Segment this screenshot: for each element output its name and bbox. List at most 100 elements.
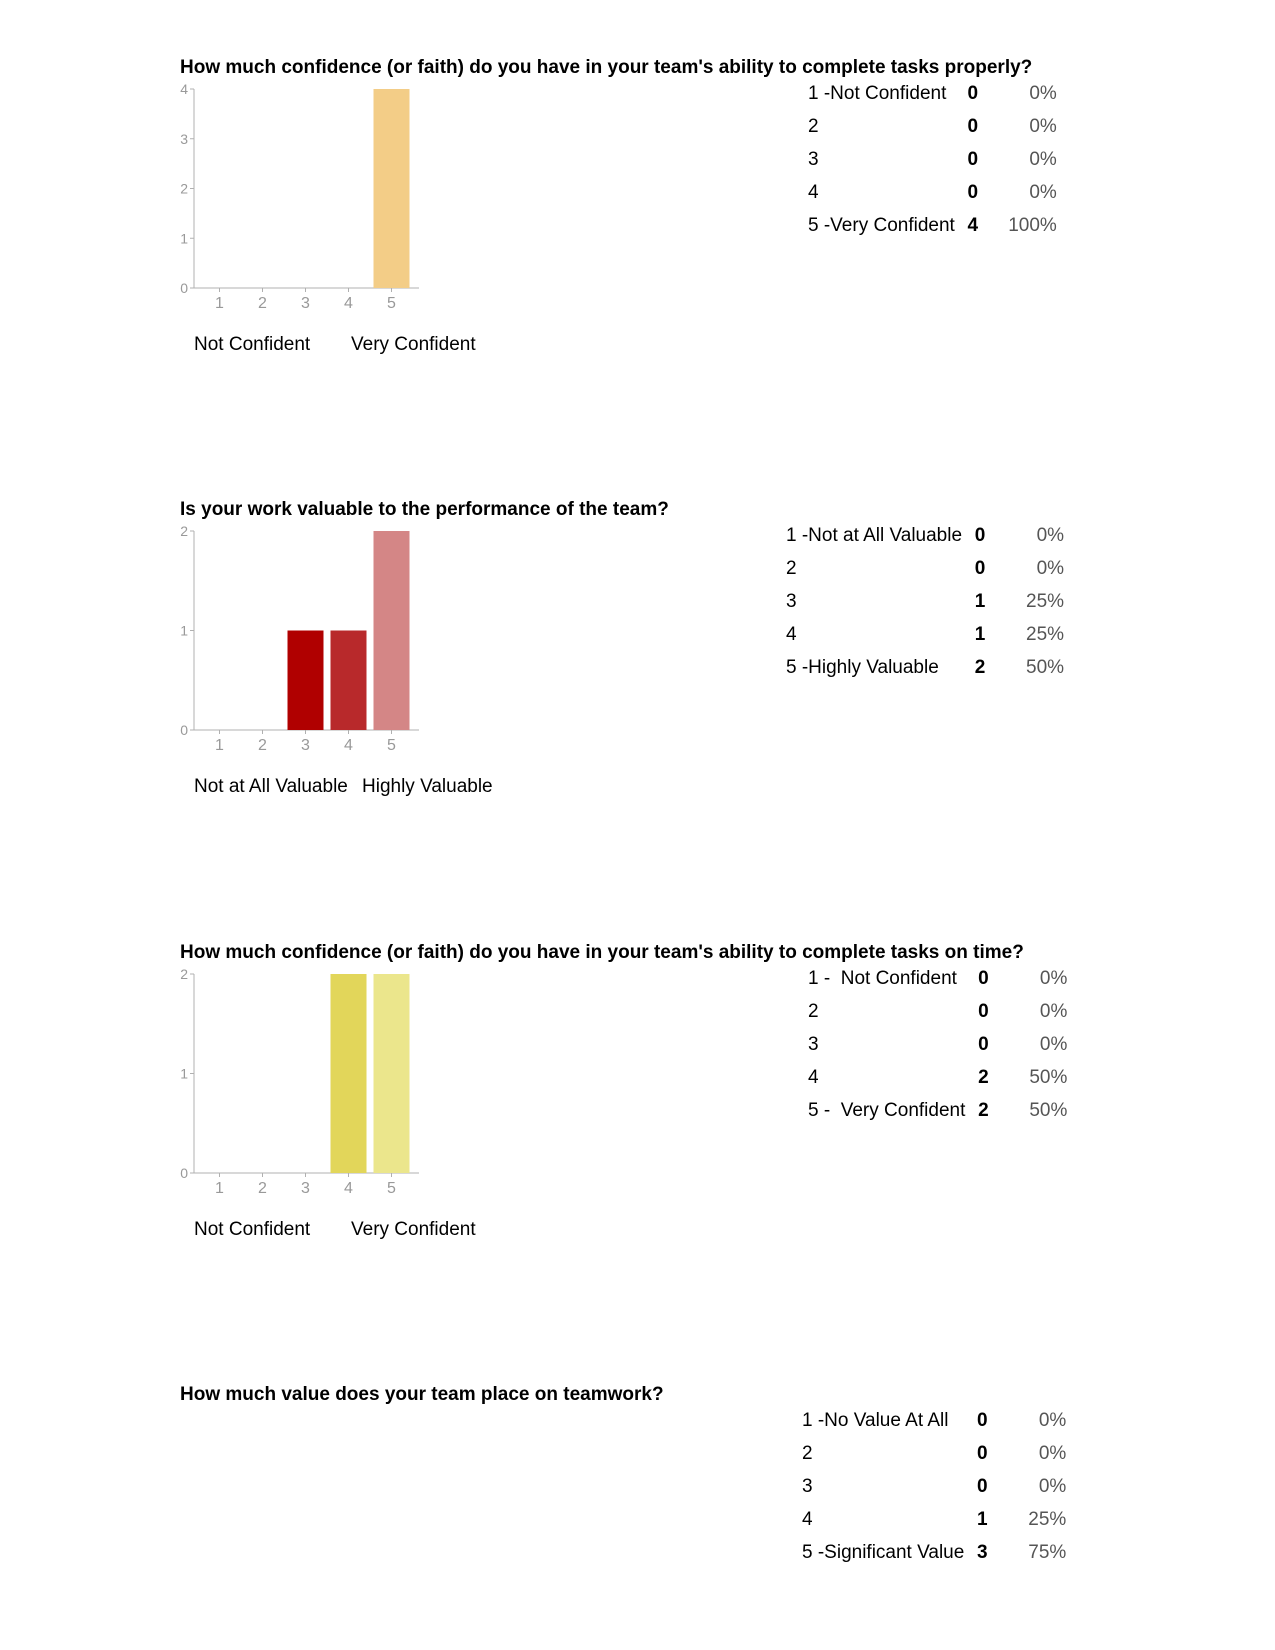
table-row: 2 0 0% xyxy=(808,995,1067,1028)
scale-high-label: Highly Valuable xyxy=(362,776,493,797)
response-label: 5 -Significant Value xyxy=(802,1541,965,1563)
x-tick-label: 5 xyxy=(387,737,396,754)
x-tick-label: 5 xyxy=(387,295,396,312)
bar-chart: 0 1 2 3 4 1 2 3 4 5 xyxy=(180,83,419,312)
response-percent: 0% xyxy=(1036,524,1065,546)
response-percent: 0% xyxy=(1029,148,1057,170)
table-row: 1 -Not at All Valuable 0 0% xyxy=(786,519,1064,552)
table-row: 5 - Very Confident 2 50% xyxy=(808,1094,1067,1127)
x-tick-label: 2 xyxy=(258,1180,267,1197)
table-row: 1 - Not Confident 0 0% xyxy=(808,962,1067,995)
response-summary-table: 1 -Not Confident 0 0% 2 0 0% 3 0 0% 4 0 0% 5 -Ve… xyxy=(808,77,1057,242)
response-count: 2 xyxy=(974,656,986,678)
response-count: 0 xyxy=(974,557,986,579)
table-row: 2 0 0% xyxy=(802,1437,1066,1470)
table-row: 2 0 0% xyxy=(808,110,1057,143)
question-section-3: How much confidence (or faith) do you ha… xyxy=(0,940,1275,1260)
table-row: 3 1 25% xyxy=(786,585,1064,618)
response-percent: 50% xyxy=(1026,656,1065,678)
y-tick-label: 0 xyxy=(180,1165,188,1181)
table-row: 1 -Not Confident 0 0% xyxy=(808,77,1057,110)
x-tick-label: 1 xyxy=(215,295,224,312)
table-row: 3 0 0% xyxy=(808,1028,1067,1061)
response-percent: 0% xyxy=(1038,1409,1067,1431)
response-percent: 0% xyxy=(1038,1475,1067,1497)
response-count: 3 xyxy=(977,1541,988,1563)
x-tick-label: 4 xyxy=(344,295,353,312)
response-count: 0 xyxy=(978,1000,989,1022)
bar-5 xyxy=(373,531,410,730)
x-tick-label: 3 xyxy=(301,295,310,312)
question-title: How much value does your team place on t… xyxy=(180,1384,664,1405)
bar-5 xyxy=(373,89,410,288)
bar-chart: 0 1 2 1 2 3 4 5 xyxy=(180,968,419,1197)
response-label: 4 xyxy=(808,1066,819,1088)
x-tick-label: 3 xyxy=(301,1180,310,1197)
y-tick-label: 0 xyxy=(180,722,188,738)
response-percent: 0% xyxy=(1039,1000,1068,1022)
response-count: 0 xyxy=(967,115,979,137)
response-label: 2 xyxy=(808,115,819,137)
response-label: 3 xyxy=(808,148,819,170)
response-percent: 50% xyxy=(1029,1099,1068,1121)
bar-4 xyxy=(330,630,367,730)
question-section-1: How much confidence (or faith) do you ha… xyxy=(0,55,1275,375)
table-row: 4 1 25% xyxy=(786,618,1064,651)
response-summary-table: 1 -No Value At All 0 0% 2 0 0% 3 0 0% 4 1 25% 5 … xyxy=(802,1404,1066,1569)
response-label: 2 xyxy=(802,1442,813,1464)
response-count: 2 xyxy=(978,1099,989,1121)
response-count: 0 xyxy=(967,82,979,104)
response-label: 5 - Very Confident xyxy=(808,1099,966,1121)
response-label: 3 xyxy=(802,1475,813,1497)
table-row: 5 -Highly Valuable 2 50% xyxy=(786,651,1064,684)
x-tick-label: 4 xyxy=(344,737,353,754)
response-percent: 0% xyxy=(1038,1442,1067,1464)
table-row: 4 2 50% xyxy=(808,1061,1067,1094)
response-percent: 25% xyxy=(1028,1508,1067,1530)
response-count: 4 xyxy=(967,214,979,236)
response-label: 1 - Not Confident xyxy=(808,967,957,989)
scale-high-label: Very Confident xyxy=(351,334,476,355)
response-label: 4 xyxy=(802,1508,813,1530)
x-tick-label: 2 xyxy=(258,737,267,754)
scale-low-label: Not Confident xyxy=(194,334,311,355)
response-percent: 25% xyxy=(1026,590,1065,612)
response-label: 1 -Not Confident xyxy=(808,82,947,104)
table-row: 5 -Significant Value 3 75% xyxy=(802,1536,1066,1569)
response-percent: 0% xyxy=(1036,557,1065,579)
x-tick-label: 1 xyxy=(215,737,224,754)
response-count: 1 xyxy=(974,590,986,612)
question-section-4: How much value does your team place on t… xyxy=(0,1382,1275,1602)
response-count: 0 xyxy=(967,181,979,203)
bar-chart: 0 1 2 1 2 3 4 5 xyxy=(180,525,419,754)
x-tick-label: 1 xyxy=(215,1180,224,1197)
scale-low-label: Not at All Valuable xyxy=(194,776,348,797)
response-label: 3 xyxy=(808,1033,819,1055)
table-row: 4 0 0% xyxy=(808,176,1057,209)
response-label: 3 xyxy=(786,590,797,612)
response-count: 1 xyxy=(977,1508,988,1530)
response-count: 0 xyxy=(978,967,989,989)
response-count: 0 xyxy=(967,148,979,170)
response-percent: 50% xyxy=(1029,1066,1068,1088)
response-percent: 25% xyxy=(1026,623,1065,645)
question-title: How much confidence (or faith) do you ha… xyxy=(180,942,1024,963)
response-label: 4 xyxy=(786,623,797,645)
response-label: 1 -No Value At All xyxy=(802,1409,949,1431)
y-tick-label: 1 xyxy=(180,230,188,246)
bar-4 xyxy=(330,974,367,1173)
y-tick-label: 1 xyxy=(180,1066,188,1082)
table-row: 1 -No Value At All 0 0% xyxy=(802,1404,1066,1437)
question-title: Is your work valuable to the performance… xyxy=(180,499,669,520)
bar-3 xyxy=(287,630,324,730)
y-tick-label: 0 xyxy=(180,280,188,296)
response-label: 4 xyxy=(808,181,819,203)
response-label: 2 xyxy=(786,557,797,579)
table-row: 3 0 0% xyxy=(808,143,1057,176)
x-tick-label: 2 xyxy=(258,295,267,312)
table-row: 5 -Very Confident 4 100% xyxy=(808,209,1057,242)
bar-5 xyxy=(373,974,410,1173)
table-row: 3 0 0% xyxy=(802,1470,1066,1503)
response-count: 2 xyxy=(978,1066,989,1088)
response-percent: 0% xyxy=(1039,1033,1068,1055)
